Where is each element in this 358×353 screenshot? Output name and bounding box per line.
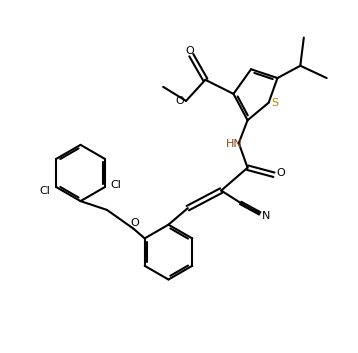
Text: HN: HN xyxy=(226,139,243,149)
Text: Cl: Cl xyxy=(39,186,50,196)
Text: O: O xyxy=(175,96,184,106)
Text: S: S xyxy=(271,98,279,108)
Text: O: O xyxy=(131,218,139,228)
Text: O: O xyxy=(276,168,285,178)
Text: Cl: Cl xyxy=(110,180,121,190)
Text: N: N xyxy=(262,210,270,221)
Text: O: O xyxy=(185,46,194,56)
